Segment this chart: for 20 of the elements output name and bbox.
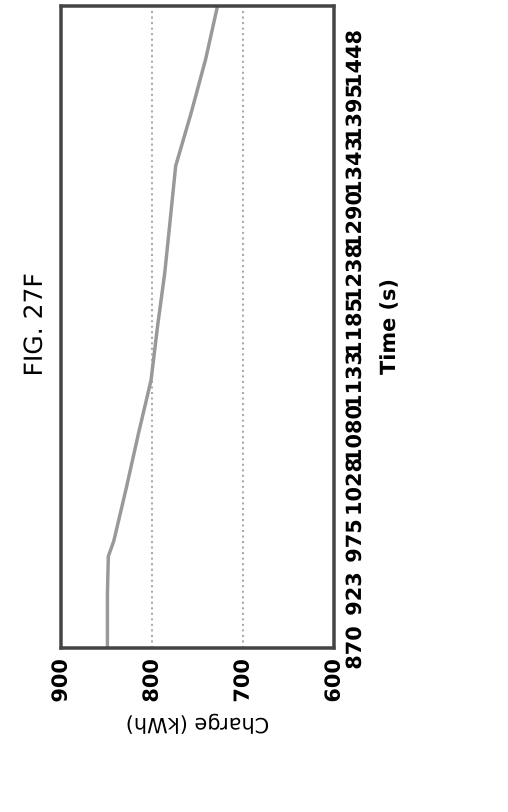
y-tick-label: 1238 xyxy=(345,245,362,300)
x-tick-label: 800 xyxy=(142,660,158,702)
text: FIG. 27F xyxy=(23,274,42,374)
y-tick-label: 1185 xyxy=(345,299,362,354)
y-tick-label: 1080 xyxy=(345,406,362,461)
y-axis-title: Time (s) xyxy=(379,280,398,375)
x-tick-label: 600 xyxy=(324,660,340,702)
y-tick-label: 1133 xyxy=(345,352,362,407)
y-tick-label: 923 xyxy=(345,574,362,615)
y-tick-label: 1290 xyxy=(345,192,362,247)
x-axis-title: Charge (kWh) xyxy=(128,714,268,734)
y-tick-label: 1395 xyxy=(345,85,362,140)
y-tick-label: 1028 xyxy=(345,459,362,514)
x-tick-label: 700 xyxy=(233,660,250,702)
y-tick-label: 975 xyxy=(346,520,362,562)
y-tick-label: 870 xyxy=(345,627,362,668)
x-tick-label: 900 xyxy=(51,660,68,702)
line-series xyxy=(106,6,220,648)
y-tick-label: 1448 xyxy=(345,31,362,86)
y-tick-label: 1343 xyxy=(345,138,362,193)
